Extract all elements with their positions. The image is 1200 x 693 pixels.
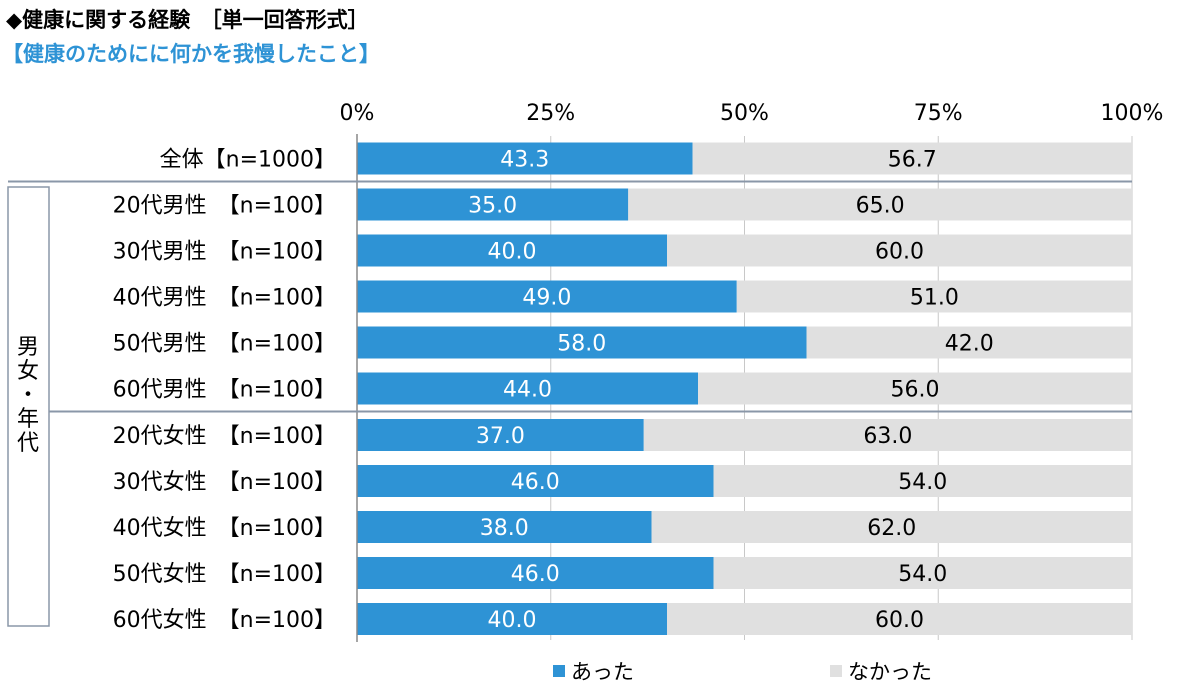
- x-tick-label-3: 75%: [914, 101, 963, 126]
- category-label-4: 50代男性 【n=100】: [113, 332, 336, 357]
- data-label-0-2: 40.0: [488, 240, 537, 265]
- data-label-1-3: 51.0: [910, 286, 959, 311]
- category-label-1: 20代男性 【n=100】: [113, 194, 336, 219]
- group-label-char-1: 女: [17, 359, 39, 384]
- data-label-0-0: 43.3: [500, 148, 549, 173]
- data-label-1-8: 62.0: [867, 516, 916, 541]
- category-label-6: 20代女性 【n=100】: [113, 424, 336, 449]
- data-label-1-4: 42.0: [945, 332, 994, 357]
- group-label-char-3: 年: [17, 407, 39, 432]
- data-label-0-1: 35.0: [468, 194, 517, 219]
- category-label-10: 60代女性 【n=100】: [113, 608, 336, 633]
- group-label-char-0: 男: [17, 335, 39, 360]
- legend-label-0: あった: [571, 656, 634, 686]
- data-label-1-1: 65.0: [856, 194, 905, 219]
- legend-label-1: なかった: [848, 656, 932, 686]
- category-label-8: 40代女性 【n=100】: [113, 516, 336, 541]
- legend-swatch-0: [553, 665, 565, 677]
- group-label-char-2: ・: [17, 383, 39, 408]
- category-label-7: 30代女性 【n=100】: [113, 470, 336, 495]
- category-label-5: 60代男性 【n=100】: [113, 378, 336, 403]
- category-label-9: 50代女性 【n=100】: [113, 562, 336, 587]
- legend-item-1: なかった: [830, 656, 932, 686]
- group-label-char-4: 代: [17, 431, 39, 456]
- data-label-1-6: 63.0: [863, 424, 912, 449]
- category-label-2: 30代男性 【n=100】: [113, 240, 336, 265]
- legend-swatch-1: [830, 665, 842, 677]
- data-label-0-6: 37.0: [476, 424, 525, 449]
- data-label-0-8: 38.0: [480, 516, 529, 541]
- data-label-1-10: 60.0: [875, 608, 924, 633]
- data-label-1-5: 56.0: [891, 378, 940, 403]
- data-label-1-7: 54.0: [898, 470, 947, 495]
- category-label-0: 全体【n=1000】: [160, 148, 336, 173]
- data-label-0-5: 44.0: [503, 378, 552, 403]
- data-label-1-9: 54.0: [898, 562, 947, 587]
- x-tick-label-1: 25%: [526, 101, 575, 126]
- data-label-0-9: 46.0: [511, 562, 560, 587]
- legend-item-0: あった: [553, 656, 634, 686]
- data-label-0-3: 49.0: [522, 286, 571, 311]
- data-label-0-7: 46.0: [511, 470, 560, 495]
- x-tick-label-4: 100%: [1101, 101, 1164, 126]
- data-label-1-0: 56.7: [888, 148, 937, 173]
- x-tick-label-0: 0%: [340, 101, 375, 126]
- category-label-3: 40代男性 【n=100】: [113, 286, 336, 311]
- x-tick-label-2: 50%: [720, 101, 769, 126]
- data-label-1-2: 60.0: [875, 240, 924, 265]
- data-label-0-4: 58.0: [557, 332, 606, 357]
- data-label-0-10: 40.0: [488, 608, 537, 633]
